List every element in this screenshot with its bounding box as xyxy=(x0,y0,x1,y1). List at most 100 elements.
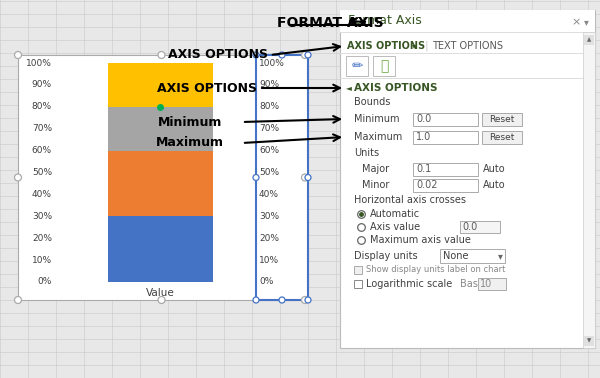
Text: Major: Major xyxy=(362,164,389,174)
Circle shape xyxy=(14,296,22,304)
Bar xyxy=(440,249,505,263)
Bar xyxy=(108,150,213,216)
Text: 100%: 100% xyxy=(26,59,52,68)
Text: TEXT OPTIONS: TEXT OPTIONS xyxy=(432,41,503,51)
Bar xyxy=(584,336,594,346)
Text: ▾: ▾ xyxy=(412,42,416,51)
Circle shape xyxy=(253,52,259,58)
Bar xyxy=(460,221,500,233)
Text: None: None xyxy=(443,251,469,261)
Text: 70%: 70% xyxy=(259,124,279,133)
Bar xyxy=(354,266,362,274)
Text: Logarithmic scale: Logarithmic scale xyxy=(366,279,452,289)
Circle shape xyxy=(158,296,165,304)
Text: ▾: ▾ xyxy=(584,17,589,27)
Bar xyxy=(413,131,478,144)
Bar xyxy=(340,10,595,348)
Text: 0.0: 0.0 xyxy=(416,114,431,124)
Text: ×: × xyxy=(572,17,581,27)
Text: Minimum: Minimum xyxy=(158,116,222,129)
Text: Auto: Auto xyxy=(483,164,506,174)
Text: Display units: Display units xyxy=(354,251,418,261)
Text: 0.1: 0.1 xyxy=(416,164,431,174)
Text: 90%: 90% xyxy=(259,81,279,90)
Bar xyxy=(413,113,478,126)
Text: Value: Value xyxy=(146,288,175,298)
Text: Maximum: Maximum xyxy=(156,136,224,150)
Text: Format Axis: Format Axis xyxy=(348,14,422,28)
Bar xyxy=(256,55,308,300)
Bar xyxy=(413,163,478,176)
Text: Horizontal axis crosses: Horizontal axis crosses xyxy=(354,195,466,205)
Text: ✏: ✏ xyxy=(351,59,363,73)
Bar xyxy=(583,32,595,348)
Text: Units: Units xyxy=(354,148,379,158)
Bar xyxy=(354,280,362,288)
Bar xyxy=(482,113,522,126)
Circle shape xyxy=(305,297,311,303)
Text: ▾: ▾ xyxy=(498,251,503,261)
Text: ▼: ▼ xyxy=(587,339,591,344)
Text: 60%: 60% xyxy=(259,146,279,155)
Circle shape xyxy=(14,174,22,181)
Bar xyxy=(340,10,595,32)
Text: ▲: ▲ xyxy=(587,37,591,42)
Bar xyxy=(108,216,213,282)
Text: 20%: 20% xyxy=(259,234,279,243)
Text: AXIS OPTIONS: AXIS OPTIONS xyxy=(168,48,268,62)
Text: Auto: Auto xyxy=(483,180,506,190)
Text: 50%: 50% xyxy=(32,168,52,177)
Text: 100%: 100% xyxy=(259,59,285,68)
Text: 80%: 80% xyxy=(259,102,279,111)
Text: Minor: Minor xyxy=(362,180,389,190)
Text: Base: Base xyxy=(460,279,484,289)
Text: 80%: 80% xyxy=(32,102,52,111)
Text: 10: 10 xyxy=(480,279,492,289)
Text: 0.02: 0.02 xyxy=(416,180,437,190)
Bar xyxy=(108,63,213,107)
Text: 0%: 0% xyxy=(259,277,274,287)
Circle shape xyxy=(279,297,285,303)
Text: Bounds: Bounds xyxy=(354,97,391,107)
Text: 0%: 0% xyxy=(38,277,52,287)
Circle shape xyxy=(302,174,308,181)
Text: Minimum: Minimum xyxy=(354,114,400,124)
Text: Maximum: Maximum xyxy=(354,132,402,142)
Bar xyxy=(482,131,522,144)
Circle shape xyxy=(302,51,308,59)
Text: Reset: Reset xyxy=(490,133,515,141)
Circle shape xyxy=(302,296,308,304)
Circle shape xyxy=(305,52,311,58)
Text: 1.0: 1.0 xyxy=(416,132,431,142)
Text: 50%: 50% xyxy=(259,168,279,177)
Text: 0.0: 0.0 xyxy=(462,222,477,232)
Bar xyxy=(584,35,594,45)
Text: 10%: 10% xyxy=(32,256,52,265)
Text: Reset: Reset xyxy=(490,115,515,124)
Circle shape xyxy=(253,175,259,181)
Text: 70%: 70% xyxy=(32,124,52,133)
Text: ◄: ◄ xyxy=(346,84,352,93)
Text: 90%: 90% xyxy=(32,81,52,90)
Text: ⧩: ⧩ xyxy=(380,59,388,73)
Text: Axis value: Axis value xyxy=(370,222,420,232)
Circle shape xyxy=(14,51,22,59)
Text: 60%: 60% xyxy=(32,146,52,155)
Text: AXIS OPTIONS: AXIS OPTIONS xyxy=(347,41,425,51)
Bar xyxy=(108,107,213,150)
Text: |: | xyxy=(425,41,428,51)
Circle shape xyxy=(253,297,259,303)
Bar xyxy=(346,56,368,76)
Text: 20%: 20% xyxy=(32,234,52,243)
Bar xyxy=(373,56,395,76)
Text: 40%: 40% xyxy=(259,190,279,199)
Bar xyxy=(478,278,506,290)
Circle shape xyxy=(279,52,285,58)
Text: Automatic: Automatic xyxy=(370,209,420,219)
Text: 30%: 30% xyxy=(32,212,52,221)
Text: AXIS OPTIONS: AXIS OPTIONS xyxy=(354,83,437,93)
Bar xyxy=(413,179,478,192)
Text: 10%: 10% xyxy=(259,256,279,265)
Circle shape xyxy=(158,51,165,59)
Text: FORMAT AXIS: FORMAT AXIS xyxy=(277,16,383,30)
